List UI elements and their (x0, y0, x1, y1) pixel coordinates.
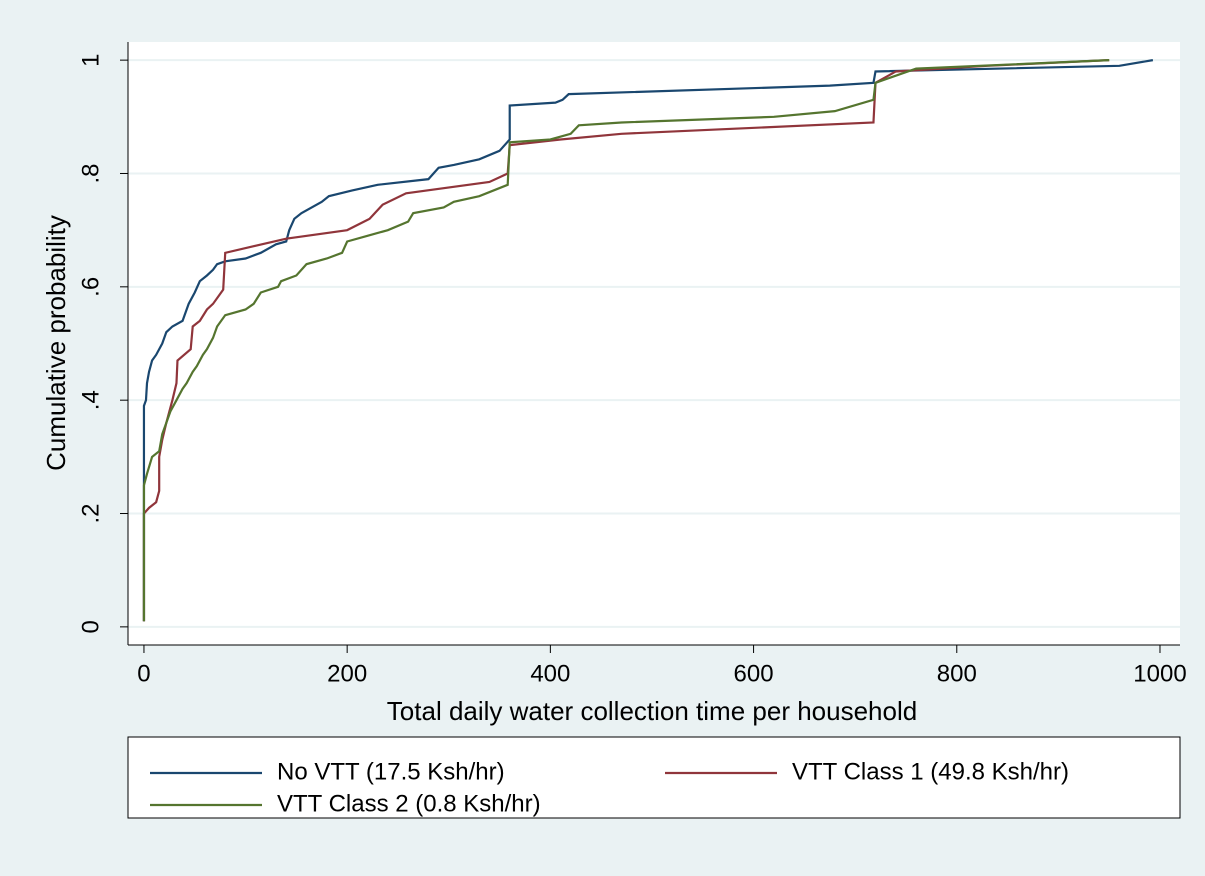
plot-area (128, 42, 1180, 645)
x-tick-label: 0 (137, 660, 150, 687)
legend (127, 736, 1181, 819)
legend-label: VTT Class 1 (49.8 Ksh/hr) (792, 758, 1069, 785)
x-tick-label: 800 (937, 660, 977, 687)
legend-label: VTT Class 2 (0.8 Ksh/hr) (277, 790, 541, 817)
x-axis-title: Total daily water collection time per ho… (387, 696, 917, 726)
y-tick-label: 0 (77, 620, 104, 633)
x-tick-label: 400 (530, 660, 570, 687)
y-tick-label: .2 (77, 504, 104, 524)
y-axis-title: Cumulative probability (41, 215, 71, 471)
x-tick-label: 200 (327, 660, 367, 687)
x-tick-label: 600 (734, 660, 774, 687)
legend-label: No VTT (17.5 Ksh/hr) (277, 758, 505, 785)
y-tick-label: .4 (77, 390, 104, 410)
y-tick-label: .6 (77, 277, 104, 297)
y-tick-label: .8 (77, 163, 104, 183)
line-series (142, 59, 1110, 622)
x-tick-label: 1000 (1133, 660, 1186, 687)
line-series (142, 59, 1154, 622)
y-tick-label: 1 (77, 53, 104, 66)
